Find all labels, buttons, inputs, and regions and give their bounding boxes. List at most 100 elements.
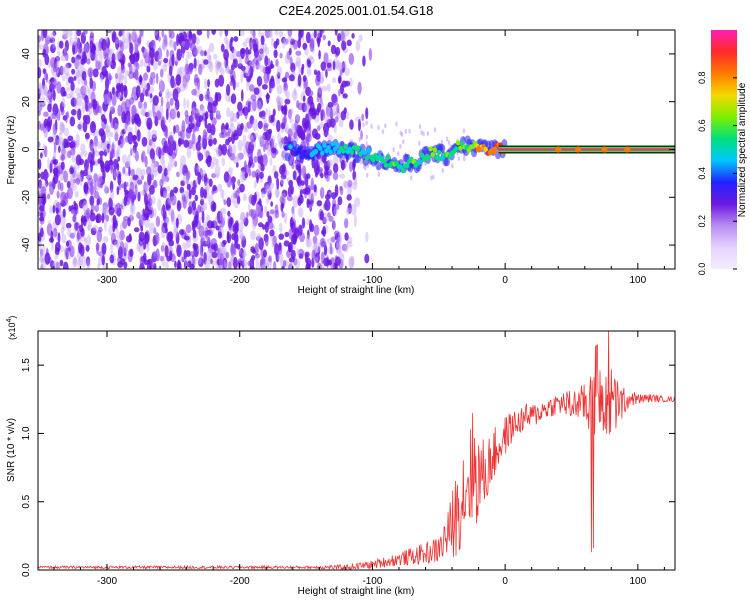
noise-blob <box>284 212 288 224</box>
snr-x-label: Height of straight line (km) <box>298 586 415 597</box>
noise-blob <box>322 34 326 41</box>
noise-blob <box>171 54 175 67</box>
noise-blob <box>280 192 287 204</box>
noise-blob <box>221 128 228 134</box>
noise-blob <box>262 262 269 269</box>
noise-blob <box>138 34 142 46</box>
noise-blob <box>147 129 152 141</box>
noise-blob <box>153 161 160 168</box>
noise-blob <box>99 159 104 168</box>
noise-blob <box>203 173 208 186</box>
noise-blob <box>220 188 224 199</box>
noise-blob <box>198 93 204 102</box>
noise-blob <box>274 246 280 257</box>
noise-blob <box>117 50 124 63</box>
noise-blob <box>102 202 109 211</box>
noise-blob <box>169 97 174 106</box>
noise-blob <box>310 177 315 191</box>
y-tick-label: 1.0 <box>21 426 32 440</box>
noise-blob <box>337 33 342 43</box>
noise-blob <box>87 67 94 78</box>
noise-blob <box>306 229 310 240</box>
noise-blob <box>201 210 205 224</box>
noise-blob <box>233 256 238 269</box>
noise-blob <box>73 210 78 217</box>
noise-blob <box>173 186 179 194</box>
signal-core <box>419 152 425 158</box>
noise-blob <box>211 117 217 126</box>
noise-blob <box>66 93 72 100</box>
spectrogram-y-label: Frequency (Hz) <box>6 116 17 185</box>
noise-blob <box>95 180 101 192</box>
noise-blob <box>164 227 168 234</box>
noise-blob <box>51 78 57 88</box>
noise-blob <box>281 189 288 198</box>
noise-blob <box>332 163 339 174</box>
noise-blob <box>265 129 272 141</box>
noise-blob <box>48 220 52 227</box>
noise-blob <box>336 236 342 249</box>
noise-blob <box>362 55 366 67</box>
noise-blob <box>305 31 311 44</box>
x-tick-label: -100 <box>362 576 382 587</box>
noise-blob <box>223 49 230 61</box>
noise-blob <box>422 131 425 137</box>
noise-blob <box>139 59 144 68</box>
noise-blob <box>117 104 123 117</box>
noise-blob <box>257 54 262 62</box>
noise-blob <box>392 147 395 153</box>
noise-blob <box>223 59 227 69</box>
noise-blob <box>80 32 86 44</box>
noise-blob <box>420 129 423 135</box>
noise-blob <box>151 133 157 143</box>
noise-blob <box>119 222 123 231</box>
noise-blob <box>310 193 315 206</box>
noise-blob <box>263 124 268 132</box>
noise-blob <box>197 134 202 143</box>
noise-blob <box>441 168 444 174</box>
noise-blob <box>337 196 343 206</box>
noise-blob <box>38 205 45 212</box>
noise-blob <box>226 230 230 243</box>
noise-blob <box>93 191 100 199</box>
noise-blob <box>43 127 48 139</box>
noise-blob <box>111 142 115 155</box>
noise-blob <box>313 184 317 193</box>
noise-blob <box>89 138 94 152</box>
noise-blob <box>113 169 118 179</box>
noise-blob <box>225 83 231 96</box>
noise-blob <box>128 97 135 105</box>
noise-blob <box>355 40 361 52</box>
noise-blob <box>38 88 41 100</box>
noise-blob <box>315 74 321 87</box>
noise-blob <box>112 221 116 233</box>
noise-blob <box>82 169 89 177</box>
noise-blob <box>158 45 162 57</box>
noise-blob <box>69 172 75 185</box>
noise-blob <box>313 241 318 251</box>
noise-blob <box>115 37 120 50</box>
noise-blob <box>75 177 81 185</box>
noise-blob <box>206 249 212 261</box>
noise-blob <box>194 163 199 177</box>
noise-blob <box>277 71 281 79</box>
noise-blob <box>160 68 164 78</box>
noise-blob <box>60 225 65 236</box>
noise-blob <box>229 110 235 122</box>
noise-blob <box>70 97 77 108</box>
signal-core <box>383 162 389 168</box>
noise-blob <box>75 133 80 145</box>
signal-halo <box>439 143 446 153</box>
noise-blob <box>317 85 323 95</box>
noise-blob <box>237 109 244 116</box>
noise-blob <box>66 79 69 86</box>
noise-blob <box>326 62 332 68</box>
x-tick-label: 100 <box>629 576 646 587</box>
noise-blob <box>208 178 213 188</box>
noise-blob <box>335 256 341 266</box>
noise-blob <box>176 48 182 61</box>
noise-blob <box>183 42 190 49</box>
noise-blob <box>354 197 361 208</box>
noise-blob <box>217 183 223 192</box>
noise-blob <box>63 46 67 54</box>
